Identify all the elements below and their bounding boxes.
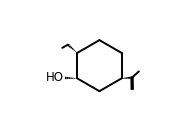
Text: HO: HO [46, 71, 64, 84]
